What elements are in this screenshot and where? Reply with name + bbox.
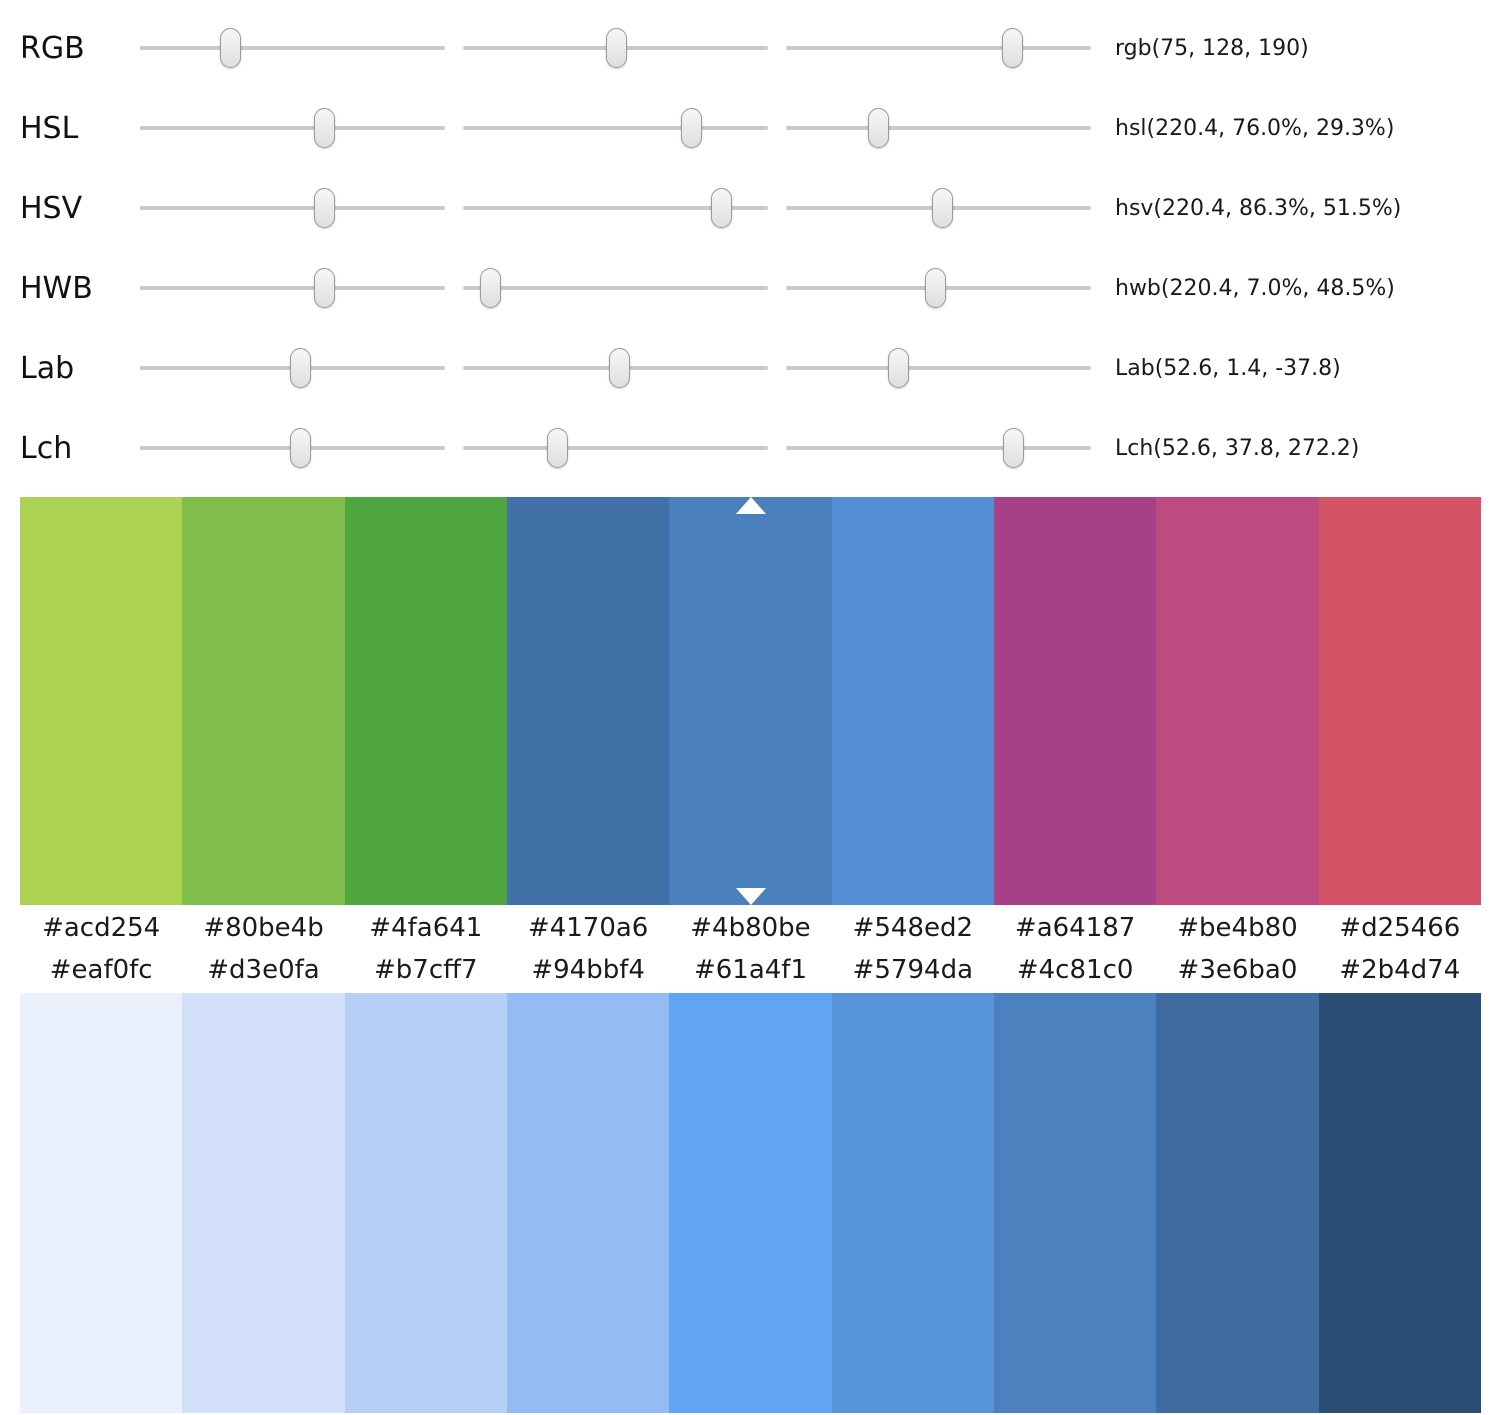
shade-swatch-1[interactable]	[182, 993, 345, 1413]
shade-swatch-label-5: #5794da	[852, 955, 973, 985]
slider-row-hsv: HSV hsv(220.4, 86.3%, 51.5%)	[20, 168, 1501, 248]
hwb-slider-track-1[interactable]	[140, 268, 445, 308]
hue-swatch-label-1: #80be4b	[203, 913, 324, 943]
slider-row-lch: Lch Lch(52.6, 37.8, 272.2)	[20, 408, 1501, 488]
slider-row-label-hwb: HWB	[20, 270, 93, 306]
lab-slider-track-2[interactable]	[463, 348, 768, 388]
shade-swatch-0[interactable]	[20, 993, 183, 1413]
hsv-slider-track-3[interactable]	[786, 188, 1091, 228]
slider-row-label-rgb: RGB	[20, 30, 85, 66]
rgb-value-text: rgb(75, 128, 190)	[1115, 35, 1309, 61]
hue-swatch-2[interactable]	[344, 497, 507, 905]
hsv-slider-thumb-3[interactable]	[931, 188, 953, 228]
rgb-slider-thumb-3[interactable]	[1001, 28, 1023, 68]
slider-row-hwb: HWB hwb(220.4, 7.0%, 48.5%)	[20, 248, 1501, 328]
rgb-slider-thumb-1[interactable]	[219, 28, 241, 68]
hsl-slider-thumb-1[interactable]	[313, 108, 335, 148]
hue-swatch-0[interactable]	[20, 497, 183, 905]
hue-swatch-label-3: #4170a6	[527, 913, 649, 943]
hsl-slider-track-1[interactable]	[140, 108, 445, 148]
hsv-slider-track-1[interactable]	[140, 188, 445, 228]
hsv-slider-thumb-2[interactable]	[710, 188, 732, 228]
hue-palette-labels: #acd254 #80be4b #4fa641 #4170a6 #4b80be #548e…	[20, 905, 1481, 949]
hue-swatch-label-4: #4b80be	[690, 913, 811, 943]
hsl-slider-track-2[interactable]	[463, 108, 768, 148]
hue-swatch-1[interactable]	[182, 497, 345, 905]
slider-row-label-lch: Lch	[20, 430, 73, 466]
hwb-slider-thumb-3[interactable]	[924, 268, 946, 308]
shade-swatch-8[interactable]	[1318, 993, 1481, 1413]
slider-row-hsl: HSL hsl(220.4, 76.0%, 29.3%)	[20, 88, 1501, 168]
shade-swatch-3[interactable]	[506, 993, 670, 1413]
hue-swatch-label-8: #d25466	[1339, 913, 1461, 943]
hue-swatch-label-6: #a64187	[1014, 913, 1136, 943]
hsl-slider-track-3[interactable]	[786, 108, 1091, 148]
slider-row-lab: Lab Lab(52.6, 1.4, -37.8)	[20, 328, 1501, 408]
lab-slider-thumb-2[interactable]	[609, 348, 631, 388]
slider-row-label-hsl: HSL	[20, 110, 79, 146]
selected-color-marker-top	[735, 497, 766, 514]
hwb-slider-track-3[interactable]	[786, 268, 1091, 308]
shade-swatch-4[interactable]	[669, 993, 832, 1413]
shade-swatch-5[interactable]	[831, 993, 994, 1413]
rgb-slider-track-1[interactable]	[140, 28, 445, 68]
shade-palette-labels: #eaf0fc #d3e0fa #b7cff7 #94bbf4 #61a4f1 #5794…	[20, 949, 1481, 993]
shade-swatch-label-7: #3e6ba0	[1177, 955, 1298, 985]
shade-swatch-label-6: #4c81c0	[1016, 955, 1134, 985]
shade-palette-strip	[20, 993, 1481, 1413]
lch-slider-thumb-3[interactable]	[1002, 428, 1024, 468]
hue-swatch-label-2: #4fa641	[369, 913, 483, 943]
rgb-slider-track-2[interactable]	[463, 28, 768, 68]
lch-slider-track-2[interactable]	[463, 428, 768, 468]
hue-swatch-8[interactable]	[1318, 497, 1481, 905]
hue-swatch-label-5: #548ed2	[852, 913, 974, 943]
hue-swatch-6[interactable]	[993, 497, 1157, 905]
hue-swatch-label-7: #be4b80	[1177, 913, 1298, 943]
shade-swatch-label-4: #61a4f1	[693, 955, 807, 985]
hsl-value-text: hsl(220.4, 76.0%, 29.3%)	[1115, 115, 1395, 141]
hue-swatch-5[interactable]	[831, 497, 994, 905]
hue-palette-strip	[20, 497, 1481, 905]
rgb-slider-thumb-2[interactable]	[606, 28, 628, 68]
rgb-slider-track-3[interactable]	[786, 28, 1091, 68]
hue-swatch-3[interactable]	[506, 497, 670, 905]
lab-slider-thumb-1[interactable]	[289, 348, 311, 388]
slider-row-label-lab: Lab	[20, 350, 75, 386]
lch-slider-thumb-1[interactable]	[289, 428, 311, 468]
selected-color-marker-bottom	[735, 888, 766, 905]
shade-swatch-label-8: #2b4d74	[1339, 955, 1461, 985]
lch-slider-track-1[interactable]	[140, 428, 445, 468]
lch-slider-thumb-2[interactable]	[546, 428, 568, 468]
hue-swatch-4[interactable]	[669, 497, 832, 905]
shade-swatch-2[interactable]	[344, 993, 507, 1413]
lab-slider-track-1[interactable]	[140, 348, 445, 388]
hsv-value-text: hsv(220.4, 86.3%, 51.5%)	[1115, 195, 1402, 221]
hsv-slider-track-2[interactable]	[463, 188, 768, 228]
shade-swatch-label-2: #b7cff7	[374, 955, 478, 985]
lch-value-text: Lch(52.6, 37.8, 272.2)	[1115, 435, 1360, 461]
lch-slider-track-3[interactable]	[786, 428, 1091, 468]
hue-swatch-7[interactable]	[1156, 497, 1319, 905]
hwb-slider-thumb-2[interactable]	[479, 268, 501, 308]
color-sliders-panel: RGB rgb(75, 128, 190) HSL hsl(220.4, 76.0%,…	[0, 0, 1501, 488]
lab-slider-track-3[interactable]	[786, 348, 1091, 388]
hsv-slider-thumb-1[interactable]	[313, 188, 335, 228]
hwb-value-text: hwb(220.4, 7.0%, 48.5%)	[1115, 275, 1395, 301]
shade-swatch-label-0: #eaf0fc	[49, 955, 153, 985]
shade-swatch-6[interactable]	[993, 993, 1157, 1413]
shade-swatch-label-3: #94bbf4	[531, 955, 645, 985]
hsl-slider-thumb-2[interactable]	[681, 108, 703, 148]
lab-slider-thumb-3[interactable]	[888, 348, 910, 388]
shade-swatch-label-1: #d3e0fa	[207, 955, 320, 985]
slider-row-rgb: RGB rgb(75, 128, 190)	[20, 8, 1501, 88]
lab-value-text: Lab(52.6, 1.4, -37.8)	[1115, 355, 1341, 381]
shade-swatch-7[interactable]	[1156, 993, 1319, 1413]
hwb-slider-thumb-1[interactable]	[313, 268, 335, 308]
hwb-slider-track-2[interactable]	[463, 268, 768, 308]
hue-swatch-label-0: #acd254	[42, 913, 161, 943]
hsl-slider-thumb-3[interactable]	[867, 108, 889, 148]
slider-row-label-hsv: HSV	[20, 190, 83, 226]
